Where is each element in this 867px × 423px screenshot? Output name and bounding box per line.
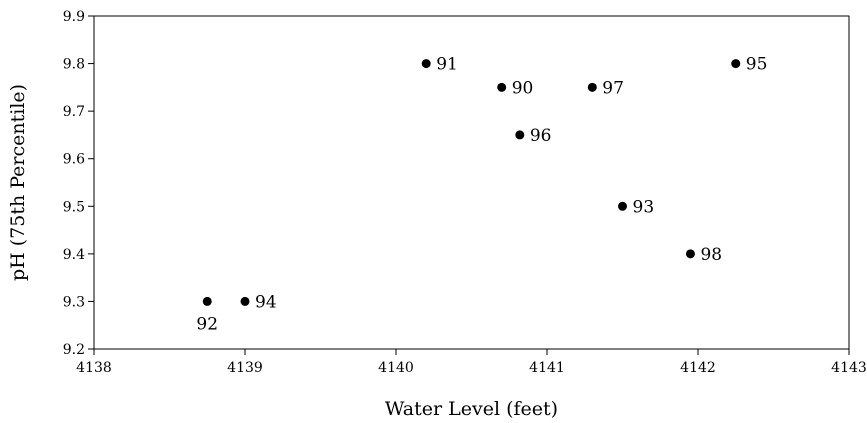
x-tick-label: 4139 bbox=[227, 360, 263, 376]
y-tick-label: 9.8 bbox=[63, 57, 85, 73]
x-tick-label: 4141 bbox=[529, 360, 565, 376]
data-point-label-93: 93 bbox=[633, 197, 655, 217]
y-tick-label: 9.6 bbox=[63, 152, 85, 168]
y-tick-label: 9.3 bbox=[63, 294, 85, 310]
x-tick-label: 4142 bbox=[680, 360, 716, 376]
x-tick-label: 4143 bbox=[831, 360, 867, 376]
data-point-label-91: 91 bbox=[436, 55, 458, 75]
data-points: 90 91 92 93 94 95 96 97 98 bbox=[196, 55, 767, 335]
y-tick-label: 9.4 bbox=[63, 247, 85, 263]
y-tick-label: 9.2 bbox=[63, 342, 85, 358]
data-point-93 bbox=[618, 201, 627, 211]
data-point-90 bbox=[497, 82, 507, 92]
data-point-label-90: 90 bbox=[512, 78, 534, 98]
y-axis: 9.2 9.3 9.4 9.5 9.6 9.7 9.8 9.9 bbox=[63, 9, 94, 358]
data-point-label-98: 98 bbox=[700, 245, 722, 265]
data-point-label-97: 97 bbox=[602, 78, 624, 98]
x-tick-label: 4140 bbox=[378, 360, 414, 376]
y-tick-label: 9.7 bbox=[63, 104, 85, 120]
data-point-label-95: 95 bbox=[746, 55, 768, 75]
data-point-98 bbox=[685, 249, 695, 259]
data-point-97 bbox=[587, 82, 597, 92]
plot-frame bbox=[93, 15, 850, 350]
data-point-label-94: 94 bbox=[255, 292, 277, 312]
data-point-91 bbox=[421, 59, 431, 69]
x-axis: 4138 4139 4140 4141 4142 4143 bbox=[76, 349, 867, 376]
data-point-96 bbox=[515, 130, 525, 140]
y-tick-label: 9.5 bbox=[63, 199, 85, 215]
data-point-label-96: 96 bbox=[530, 126, 552, 146]
y-tick-label: 9.9 bbox=[63, 9, 85, 25]
x-axis-label: Water Level (feet) bbox=[385, 398, 558, 420]
y-axis-label: pH (75th Percentile) bbox=[7, 84, 29, 281]
data-point-92 bbox=[202, 296, 212, 306]
x-tick-label: 4138 bbox=[76, 360, 112, 376]
data-point-94 bbox=[240, 296, 250, 306]
data-point-95 bbox=[731, 59, 741, 69]
plot-border bbox=[93, 15, 850, 350]
data-point-label-92: 92 bbox=[196, 314, 218, 334]
